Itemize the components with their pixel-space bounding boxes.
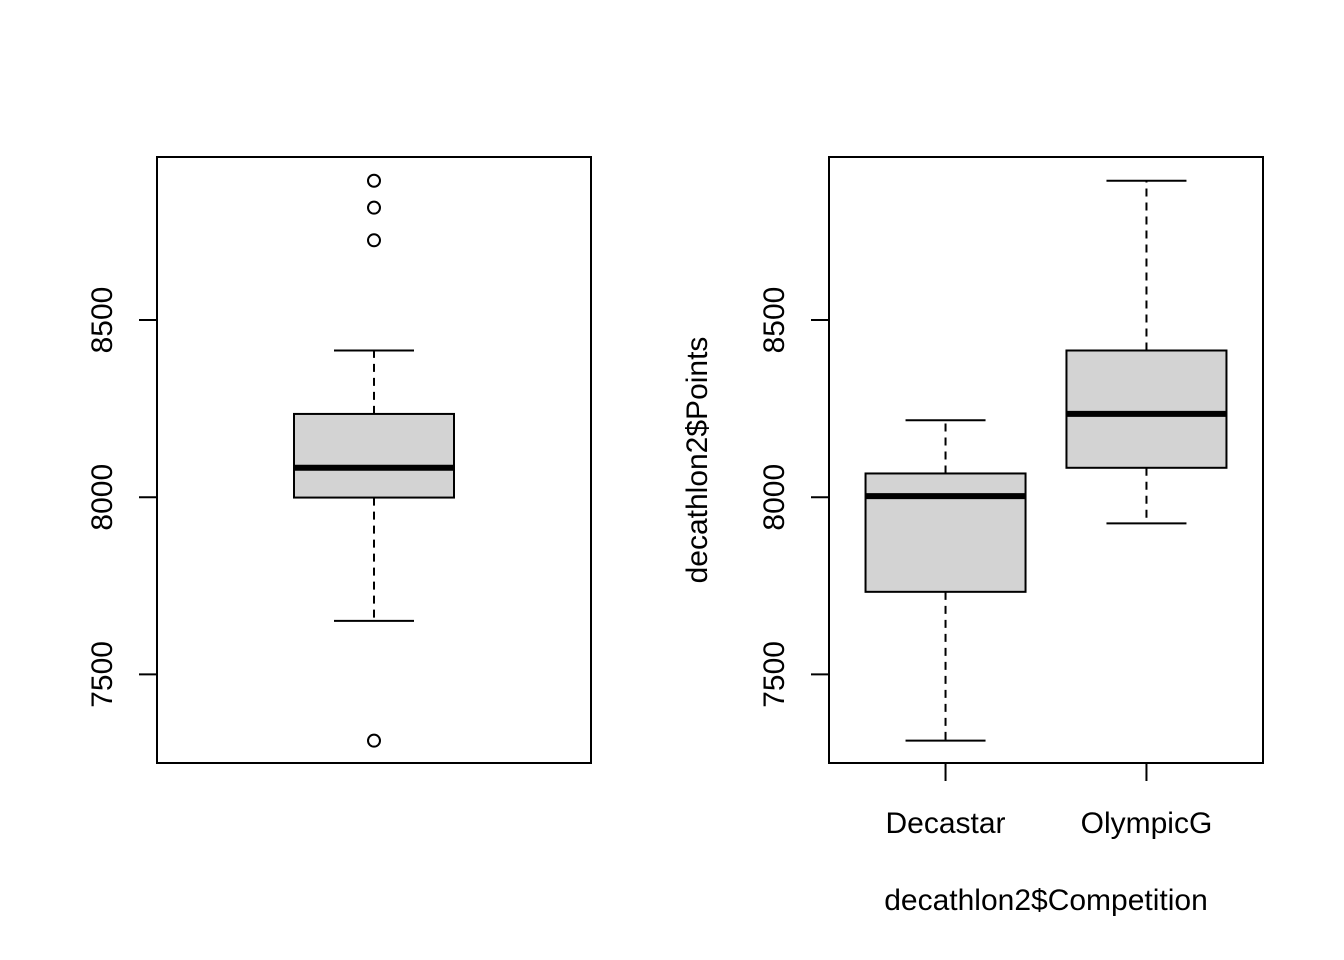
- right-x-axis: Decastar OlympicG: [886, 762, 1213, 840]
- right-boxes: [864, 179, 1228, 742]
- left-boxplot-panel: 7500 8000 8500: [86, 156, 592, 764]
- left-y-axis: 7500 8000 8500: [86, 287, 158, 708]
- y-tick-label: 8500: [758, 287, 791, 354]
- outlier-point: [367, 200, 381, 215]
- y-tick-label: 7500: [758, 641, 791, 708]
- x-axis-title: decathlon2$Competition: [884, 884, 1208, 917]
- box-all: [293, 173, 455, 748]
- iqr-box: [293, 412, 455, 499]
- right-boxplot-panel: 7500 8000 8500 Decastar OlympicG decathlon2…: [681, 156, 1264, 917]
- box-OlympicG: [1065, 179, 1228, 525]
- y-tick-label: 8500: [86, 287, 119, 354]
- iqr-box: [1065, 349, 1228, 469]
- y-tick-label: 7500: [86, 641, 119, 708]
- x-category-label: Decastar: [886, 807, 1006, 840]
- iqr-box: [864, 472, 1027, 593]
- outlier-point: [367, 733, 381, 748]
- y-axis-title: decathlon2$Points: [681, 337, 714, 584]
- x-category-label: OlympicG: [1081, 807, 1213, 840]
- y-tick-label: 8000: [86, 464, 119, 531]
- right-y-axis: 7500 8000 8500: [758, 287, 830, 708]
- y-tick-label: 8000: [758, 464, 791, 531]
- box-Decastar: [864, 419, 1027, 742]
- outlier-point: [367, 173, 381, 188]
- left-boxes: [293, 173, 455, 748]
- outlier-point: [367, 233, 381, 248]
